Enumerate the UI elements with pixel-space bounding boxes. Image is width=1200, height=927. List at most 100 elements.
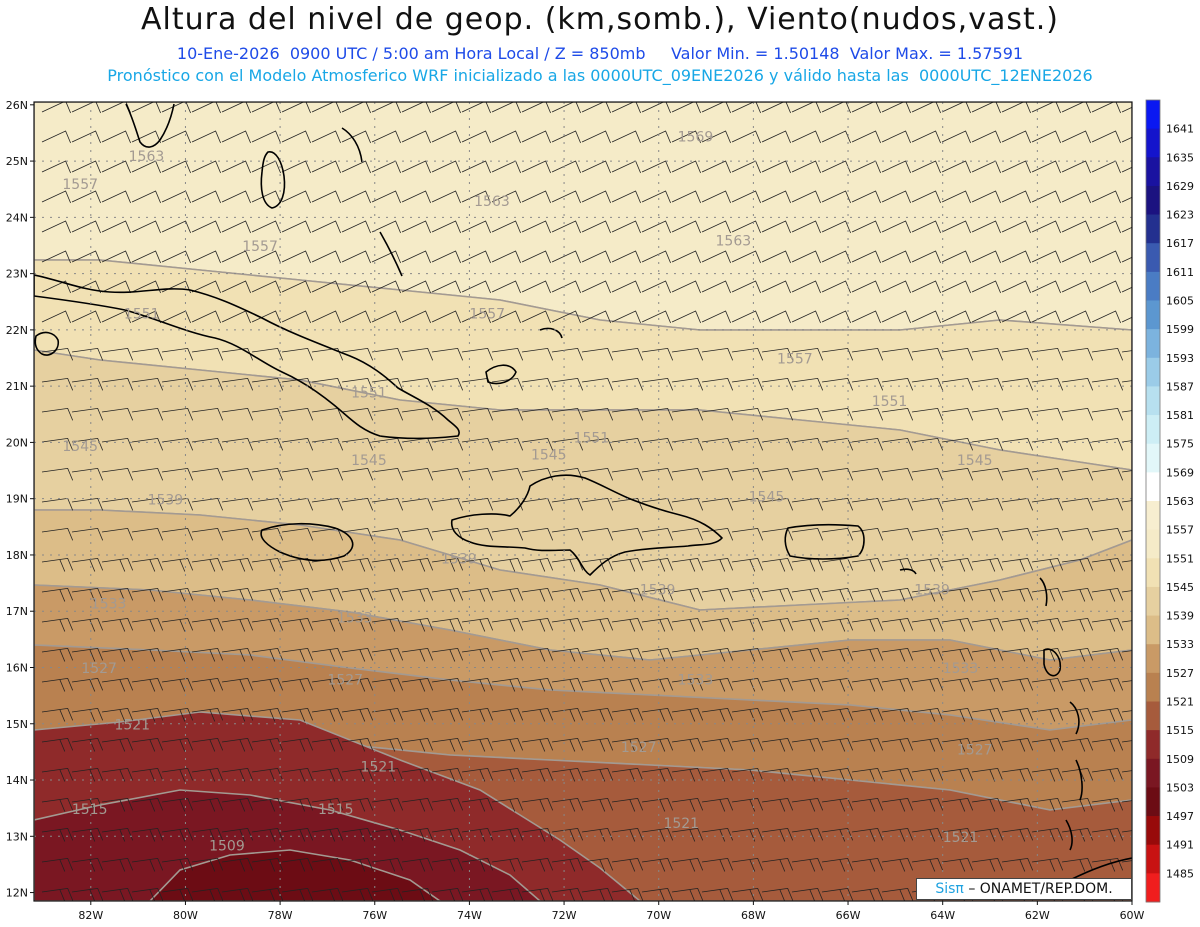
wind-barb: [71, 102, 101, 114]
wind-barb-feather: [869, 829, 876, 842]
wind-barb: [131, 857, 164, 871]
wind-barb: [851, 797, 884, 811]
wind-barb-feather: [1079, 589, 1086, 602]
wind-barb: [881, 557, 914, 571]
wind-barb: [611, 587, 644, 601]
wind-barb-feather: [149, 589, 156, 602]
wind-barb: [461, 102, 491, 114]
wind-barb-feather: [1049, 559, 1056, 572]
wind-barb: [1091, 280, 1121, 294]
wind-barb: [821, 767, 854, 781]
wind-barb-feather: [239, 769, 246, 782]
wind-barb: [71, 887, 104, 901]
wind-barb: [761, 407, 794, 421]
wind-barb: [1061, 280, 1091, 294]
wind-barb: [221, 797, 254, 811]
wind-barb-feather: [59, 679, 66, 692]
wind-barb-feather: [629, 619, 636, 632]
wind-barb: [1061, 857, 1094, 871]
wind-barb: [101, 797, 134, 811]
wind-barb: [71, 767, 104, 781]
wind-barb: [941, 102, 971, 114]
wind-barb-feather: [779, 589, 786, 602]
wind-barb: [791, 677, 824, 691]
wind-barb: [1031, 827, 1064, 841]
wind-barb-feather: [569, 679, 576, 692]
wind-barb: [971, 280, 1001, 294]
wind-barb: [281, 857, 314, 871]
wind-barb: [881, 647, 914, 661]
wind-barb-feather: [329, 649, 336, 662]
wind-barb-feather: [1140, 800, 1145, 812]
wind-barb: [101, 857, 134, 871]
wind-barb-feather: [569, 829, 576, 842]
wind-barb-feather: [59, 799, 66, 812]
isla-de-la-juventud-coastline: [34, 331, 60, 356]
wind-barb: [1091, 587, 1124, 601]
wind-barb: [1121, 196, 1132, 203]
wind-barb-feather: [749, 799, 756, 812]
wind-barb: [731, 437, 764, 451]
wind-barb: [341, 647, 374, 661]
hispaniola-coastline: [450, 474, 723, 576]
wind-barb-feather: [1049, 619, 1056, 632]
wind-barb: [341, 527, 374, 541]
wind-barb-feather: [1109, 649, 1116, 662]
wind-barb: [851, 310, 881, 324]
wind-barb: [761, 887, 794, 901]
colorbar-swatch: [1146, 730, 1160, 760]
wind-barb: [941, 220, 971, 234]
wind-barb: [221, 677, 254, 691]
wind-barb: [1091, 857, 1124, 871]
wind-barb: [611, 377, 644, 391]
wind-barb: [191, 767, 224, 781]
colorbar-label: 1539: [1166, 610, 1194, 623]
wind-barb: [581, 677, 614, 691]
wind-barb: [281, 527, 314, 541]
wind-barb-feather: [839, 829, 846, 842]
wind-barb: [701, 737, 734, 751]
wind-barb-feather: [659, 769, 666, 782]
wind-barb: [401, 377, 434, 391]
wind-barb: [1121, 590, 1132, 593]
wind-barb-feather: [359, 559, 366, 572]
wind-barb-feather: [1109, 589, 1116, 602]
wind-barb: [641, 130, 671, 144]
wind-barb-feather: [329, 889, 336, 901]
wind-barb-feather: [59, 739, 66, 752]
wind-barb-feather: [689, 769, 696, 782]
wind-barb: [971, 437, 1004, 451]
colorbar-swatch: [1146, 615, 1160, 645]
wind-barb: [521, 617, 554, 631]
wind-barb: [71, 497, 104, 511]
wind-barb: [401, 617, 434, 631]
wind-barb: [701, 310, 731, 324]
wind-barb: [491, 767, 524, 781]
wind-barb: [161, 857, 194, 871]
wind-barb-feather: [479, 559, 486, 572]
wind-barb-feather: [89, 769, 96, 782]
wind-barb-feather: [119, 679, 126, 692]
wind-barb: [71, 527, 104, 541]
wind-barb-feather: [869, 769, 876, 782]
wind-barb: [761, 190, 791, 204]
wind-barb-feather: [929, 619, 936, 632]
wind-barb: [311, 377, 344, 391]
wind-barb-feather: [479, 889, 486, 901]
wind-barb: [491, 220, 521, 234]
wind-barb: [401, 587, 434, 601]
wind-barb-feather: [269, 679, 276, 692]
wind-barb: [641, 102, 671, 114]
wind-barb: [1001, 407, 1034, 421]
colorbar-swatch: [1146, 300, 1160, 330]
colorbar-swatch: [1146, 586, 1160, 616]
wind-barb: [101, 527, 134, 541]
wind-barb: [881, 280, 911, 294]
wind-barb: [731, 250, 761, 264]
wind-barb: [1061, 797, 1094, 811]
wind-barb: [131, 767, 164, 781]
wind-barb: [911, 377, 944, 391]
wind-barb: [1001, 617, 1034, 631]
wind-barb-feather: [959, 559, 966, 572]
contour-label: 1533: [678, 672, 714, 688]
